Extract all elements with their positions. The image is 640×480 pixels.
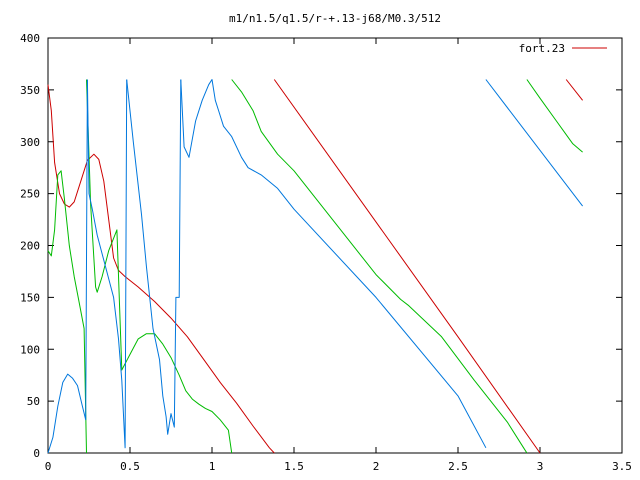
x-tick-label: 2 [373, 460, 380, 473]
series-2-line-segment-4 [526, 79, 583, 153]
series-3-line-segment-2 [86, 79, 128, 449]
x-tick-label: 1 [209, 460, 216, 473]
x-tick-label: 0 [45, 460, 52, 473]
x-tick-label: 3.5 [612, 460, 632, 473]
y-tick-label: 400 [20, 32, 40, 45]
series-3-line-segment-5 [485, 79, 583, 207]
y-tick-label: 300 [20, 136, 40, 149]
series-2-line-segment-2 [86, 79, 233, 454]
x-tick-label: 1.5 [284, 460, 304, 473]
y-tick-label: 200 [20, 240, 40, 253]
series-1-line-segment-2 [273, 79, 541, 454]
series-2-line-segment-3 [231, 79, 528, 454]
series-2-line-segment-1 [47, 170, 87, 454]
series-3-line-segment-3 [126, 79, 182, 435]
series-1-line-segment-3 [565, 79, 583, 101]
x-tick-label: 3 [537, 460, 544, 473]
legend: fort.23 [519, 42, 607, 55]
series-3-line-segment-4 [180, 79, 487, 449]
axes: 0 0.5 1 1.5 2 2.5 3 3.5 0 50 100 150 200 250 300 350 400 [20, 32, 632, 473]
y-tick-label: 350 [20, 84, 40, 97]
series-lines [47, 79, 583, 454]
y-tick-label: 50 [27, 395, 40, 408]
y-tick-label: 150 [20, 291, 40, 304]
legend-label: fort.23 [519, 42, 565, 55]
chart-title: m1/n1.5/q1.5/r-+.13-j68/M0.3/512 [229, 12, 441, 25]
y-tick-label: 0 [33, 447, 40, 460]
y-tick-label: 250 [20, 188, 40, 201]
y-tick-label: 100 [20, 343, 40, 356]
x-tick-label: 2.5 [448, 460, 468, 473]
series-3-line-segment-1 [47, 79, 88, 454]
x-tick-label: 0.5 [120, 460, 140, 473]
